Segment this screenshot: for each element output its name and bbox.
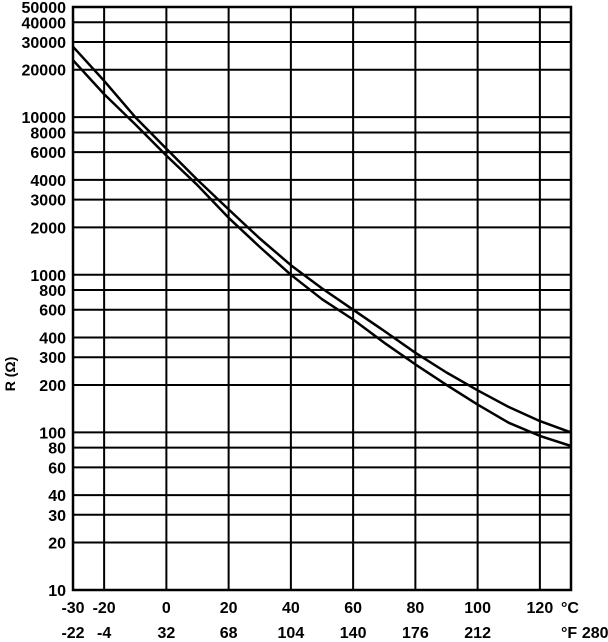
x-tick-label-celsius: 60 — [344, 600, 362, 617]
x-tick-label-celsius: 20 — [220, 600, 238, 617]
y-tick-label: 6000 — [30, 145, 66, 162]
x-tick-label-fahrenheit: 140 — [340, 625, 367, 642]
grid — [71, 5, 573, 592]
y-tick-label: 50000 — [22, 0, 67, 17]
y-tick-label: 30 — [48, 508, 66, 525]
x-tick-label-fahrenheit: 32 — [157, 625, 175, 642]
y-tick-label: 40 — [48, 488, 66, 505]
y-tick-label: 40000 — [22, 15, 67, 32]
y-tick-label: 2000 — [30, 220, 66, 237]
y-tick-label: 10000 — [22, 110, 67, 127]
y-tick-label: 3000 — [30, 193, 66, 210]
y-tick-label: 10 — [48, 583, 66, 600]
y-axis-label: R (Ω) — [2, 357, 18, 392]
x-tick-label-celsius: 120 — [527, 600, 554, 617]
x-tick-label-fahrenheit: 212 — [464, 625, 491, 642]
x-tick-label-celsius: 0 — [162, 600, 171, 617]
x-tick-label-fahrenheit: -22 — [61, 625, 84, 642]
y-tick-label: 1000 — [30, 268, 66, 285]
y-tick-label: 600 — [39, 303, 66, 320]
y-tick-label: 20 — [48, 536, 66, 553]
x-tick-label-celsius: 80 — [406, 600, 424, 617]
x-unit-fahrenheit: °F — [561, 625, 577, 642]
x-tick-label-fahrenheit: 68 — [220, 625, 238, 642]
x-tick-label-celsius: 100 — [464, 600, 491, 617]
y-tick-label: 30000 — [22, 35, 67, 52]
x-tick-label-celsius: -30 — [61, 600, 84, 617]
x-tick-label-fahrenheit: 104 — [278, 625, 305, 642]
plot-frame — [71, 5, 573, 592]
y-tick-label: 60 — [48, 460, 66, 477]
y-tick-label: 20000 — [22, 63, 67, 80]
y-tick-label: 4000 — [30, 173, 66, 190]
x-tick-label-celsius: -20 — [93, 600, 116, 617]
x-tick-label-fahrenheit: 280 — [582, 625, 608, 642]
series-line-2 — [72, 59, 572, 448]
x-tick-labels: -30 -20 0 20 40 60 80 100 120 °C -22 -4 32 68 104 140 17… — [61, 600, 608, 642]
x-tick-label-fahrenheit: -4 — [97, 625, 111, 642]
y-tick-label: 100 — [39, 425, 66, 442]
series-line-1 — [72, 45, 572, 434]
x-tick-label-celsius: 40 — [282, 600, 300, 617]
series-group — [72, 45, 572, 448]
x-tick-label-fahrenheit: 176 — [402, 625, 429, 642]
y-tick-label: 300 — [39, 350, 66, 367]
y-tick-label: 800 — [39, 283, 66, 300]
y-tick-label: 8000 — [30, 125, 66, 142]
y-tick-label: 80 — [48, 441, 66, 458]
y-tick-label: 200 — [39, 378, 66, 395]
y-tick-label: 400 — [39, 330, 66, 347]
x-unit-celsius: °C — [561, 600, 579, 617]
